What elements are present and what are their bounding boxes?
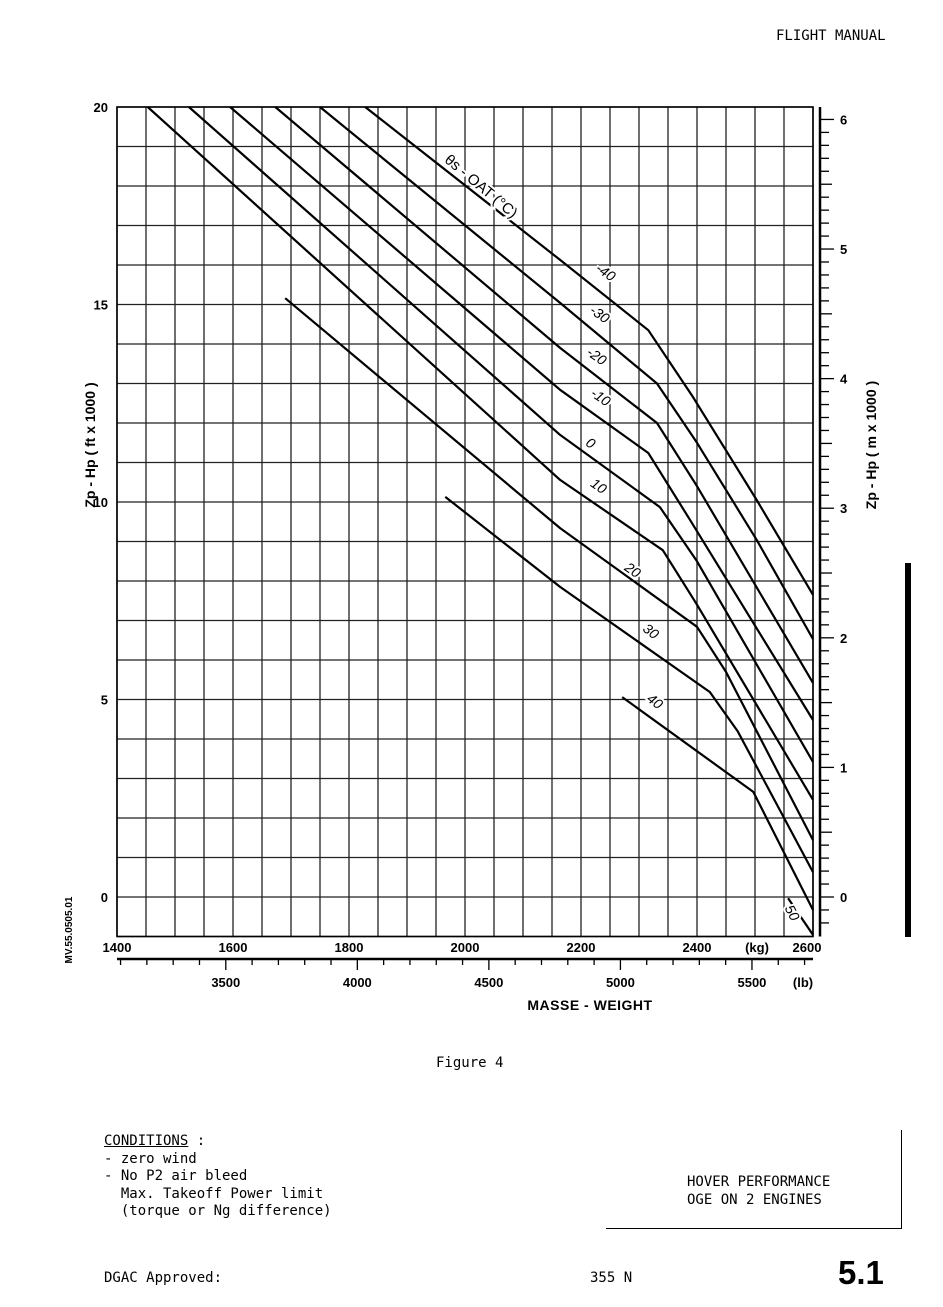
conditions-block: CONDITIONS : - zero wind - No P2 air ble… xyxy=(104,1133,332,1221)
x-tick-label-lb: 4000 xyxy=(343,975,372,990)
condition-line: Max. Takeoff Power limit xyxy=(104,1185,324,1202)
y-tick-label-left: 10 xyxy=(94,495,108,510)
condition-line: - zero wind xyxy=(104,1150,197,1167)
hover-performance-chart: 0 5 10 15 20 0 1 2 3 4 5 6 1400 1600 1800 2000 2200 2400 2… xyxy=(64,100,879,1013)
conditions-heading-suffix: : xyxy=(188,1133,206,1149)
curve-label: -30 xyxy=(587,302,613,327)
x-tick-label-lb: 5500 xyxy=(737,975,766,990)
y-axis-title-left: Zp - Hp ( ft x 1000 ) xyxy=(82,382,98,507)
y-tick-label-right: 6 xyxy=(840,112,847,127)
oat-curve-0 xyxy=(188,106,814,763)
curve-label: 0 xyxy=(583,434,599,452)
x-tick-label-kg: 1800 xyxy=(335,940,364,955)
curve-label: 10 xyxy=(588,475,610,497)
section-number: 5.1 xyxy=(838,1254,884,1291)
title-line-2: OGE ON 2 ENGINES xyxy=(687,1192,822,1208)
x-tick-label-kg: 1400 xyxy=(103,940,132,955)
x-unit-lb: (lb) xyxy=(793,975,813,990)
oat-curve-20 xyxy=(284,297,814,841)
oat-curve-10 xyxy=(146,106,814,801)
curve-label: 30 xyxy=(640,620,662,642)
page-code: 355 N xyxy=(590,1270,633,1286)
x-tick-label-kg: 2200 xyxy=(567,940,596,955)
oat-curve--10 xyxy=(229,106,814,721)
grid xyxy=(116,106,814,938)
curve-label: 40 xyxy=(644,690,666,712)
curve-label: -40 xyxy=(593,260,619,285)
y-tick-label-right: 5 xyxy=(840,242,847,257)
title-line-1: HOVER PERFORMANCE xyxy=(687,1174,831,1190)
x-tick-label-lb: 3500 xyxy=(211,975,240,990)
oat-curve--20 xyxy=(274,106,814,684)
change-bar xyxy=(905,563,911,937)
condition-line: - No P2 air bleed xyxy=(104,1168,248,1184)
approval-text: DGAC Approved: xyxy=(104,1270,223,1286)
oat-curve-40 xyxy=(621,696,814,911)
x-tick-label-kg: 2000 xyxy=(451,940,480,955)
x-unit-kg: (kg) xyxy=(745,940,769,955)
x-tick-label-kg: 1600 xyxy=(219,940,248,955)
oat-curve--40 xyxy=(364,106,814,596)
title-box: HOVER PERFORMANCE OGE ON 2 ENGINES xyxy=(606,1130,902,1229)
curve-label: 50 xyxy=(782,902,804,923)
y-tick-label-right: 2 xyxy=(840,631,847,646)
x-tick-label-lb: 5000 xyxy=(606,975,635,990)
y-axis-title-right: Zp - Hp ( m x 1000 ) xyxy=(863,381,879,509)
y-tick-label-left: 20 xyxy=(94,100,108,115)
reference-code: MV.55.0505.01 xyxy=(64,896,75,963)
conditions-heading: CONDITIONS xyxy=(104,1133,189,1149)
y-tick-label-left: 0 xyxy=(101,890,108,905)
y-tick-label-right: 0 xyxy=(840,890,847,905)
x-tick-label-kg: 2400 xyxy=(683,940,712,955)
y-tick-label-left: 5 xyxy=(101,693,108,708)
oat-curve-30 xyxy=(444,496,814,873)
condition-line: (torque or Ng difference) xyxy=(104,1203,332,1219)
oat-curve--30 xyxy=(319,106,814,640)
y-tick-label-right: 1 xyxy=(840,760,847,775)
y-tick-label-right: 4 xyxy=(840,372,848,387)
x-tick-label-kg: 2600 xyxy=(793,940,822,955)
y-tick-label-left: 15 xyxy=(94,298,108,313)
axes: 0 5 10 15 20 0 1 2 3 4 5 6 1400 1600 1800 2000 2200 2400 2… xyxy=(64,100,879,1013)
plot-border xyxy=(116,106,814,938)
header-title: FLIGHT MANUAL xyxy=(776,28,886,44)
oat-curve-50 xyxy=(787,897,814,936)
figure-caption: Figure 4 xyxy=(436,1055,504,1071)
curves xyxy=(146,106,814,936)
curve-label: -20 xyxy=(584,344,610,369)
curve-label: 20 xyxy=(621,558,644,581)
y-tick-label-right: 3 xyxy=(840,501,847,516)
x-tick-label-lb: 4500 xyxy=(474,975,503,990)
x-axis-title: MASSE - WEIGHT xyxy=(527,997,652,1013)
